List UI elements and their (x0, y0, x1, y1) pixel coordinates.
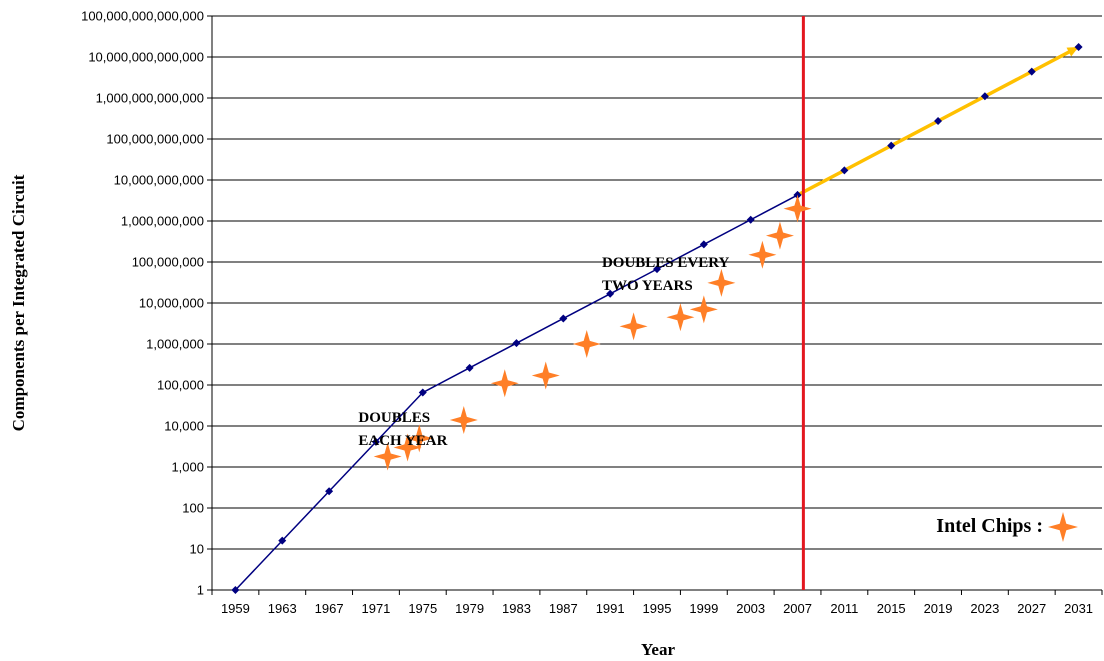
x-tick-label: 1999 (689, 601, 718, 616)
x-tick-label: 1991 (596, 601, 625, 616)
intel-chip-point (572, 330, 601, 358)
data-point (371, 437, 380, 446)
intel-chip-point (783, 194, 812, 223)
data-point (653, 265, 661, 274)
x-tick-label: 2011 (830, 601, 858, 616)
data-point (934, 116, 943, 125)
annotation-text: DOUBLES EVERY TWO YEARS (602, 255, 730, 294)
annotation-line: TWO YEARS (602, 278, 693, 294)
intel-chip-markers (373, 194, 812, 471)
y-tick-label: 1,000,000,000,000 (96, 91, 204, 106)
grid-lines (212, 15, 1102, 591)
trend-arrowhead (1066, 46, 1079, 57)
x-tick-label: 2019 (924, 601, 953, 616)
y-tick-label: 10,000 (164, 419, 204, 434)
intel-chip-point (765, 221, 794, 250)
x-tick-label: 1963 (268, 601, 297, 616)
y-tick-label: 10,000,000,000,000 (88, 50, 204, 65)
data-point (980, 92, 989, 101)
x-tick-label: 1959 (221, 601, 250, 616)
y-tick-label: 1,000,000 (146, 337, 204, 352)
data-point (887, 141, 896, 150)
x-tick-label: 2027 (1017, 601, 1046, 616)
annotation-line: DOUBLES (358, 410, 430, 426)
intel-chip-point (490, 369, 519, 398)
intel-chip-point (405, 424, 434, 453)
annotations: DOUBLES EACH YEAR DOUBLES EVERY TWO YEARS (358, 255, 729, 449)
series-markers (231, 42, 1083, 594)
data-point (465, 363, 474, 372)
legend: Intel Chips : (936, 512, 1078, 542)
annotation-line: EACH YEAR (358, 433, 447, 449)
data-point (278, 536, 287, 545)
y-tick-label: 100,000,000 (132, 255, 204, 270)
y-tick-label: 1,000 (171, 460, 204, 475)
x-tick-label: 1971 (361, 601, 390, 616)
series-lines (234, 45, 1080, 591)
x-tick-label: 2031 (1064, 601, 1093, 616)
annotation-line: DOUBLES EVERY (602, 255, 730, 271)
x-tick-label: 1975 (408, 601, 437, 616)
y-axis-ticks: 1 10 100 1,000 10,000 100,000 1,000,000 10,000,… (81, 9, 212, 598)
intel-chip-point (449, 406, 478, 435)
y-tick-label: 10,000,000,000 (114, 173, 204, 188)
y-tick-label: 1 (197, 583, 204, 598)
x-tick-label: 2003 (736, 601, 765, 616)
legend-star (1048, 512, 1078, 542)
data-point (418, 388, 427, 397)
intel-chip-point (373, 442, 402, 471)
legend-label: Intel Chips : (936, 515, 1043, 537)
data-point (559, 314, 568, 323)
intel-chip-point (393, 433, 422, 462)
x-tick-label: 2023 (970, 601, 999, 616)
data-point (699, 240, 708, 249)
x-tick-label: 2007 (783, 601, 812, 616)
intel-chip-point (707, 268, 736, 297)
intel-chip-point (666, 303, 695, 332)
intel-chip-point (748, 240, 777, 269)
y-axis-title: Components per Integrated Circuit (9, 174, 28, 431)
intel-chip-point (619, 312, 648, 341)
axes (211, 16, 1102, 591)
annotation-text: DOUBLES EACH YEAR (358, 410, 447, 449)
x-axis-title: Year (641, 640, 675, 659)
x-tick-label: 1983 (502, 601, 531, 616)
intel-chip-point (689, 295, 718, 324)
y-tick-label: 100,000,000,000 (106, 132, 204, 147)
x-tick-label: 1995 (643, 601, 672, 616)
y-tick-label: 100,000 (157, 378, 204, 393)
x-axis-ticks: 1959 1963 1967 1971 1975 1979 1983 1987 1991 1995… (211, 590, 1103, 616)
intel-chip-point (531, 361, 560, 390)
data-point (606, 289, 615, 298)
y-tick-label: 1,000,000,000 (121, 214, 204, 229)
x-tick-label: 1967 (315, 601, 344, 616)
data-point (325, 487, 334, 496)
y-tick-label: 100,000,000,000,000 (81, 9, 204, 24)
data-point (1074, 42, 1083, 51)
legend-intel-star-icon (1048, 512, 1078, 542)
data-point (512, 339, 521, 348)
y-tick-label: 100 (182, 501, 204, 516)
x-tick-label: 1979 (455, 601, 484, 616)
y-tick-label: 10,000,000 (139, 296, 204, 311)
data-point (840, 166, 849, 175)
data-point (231, 586, 240, 594)
x-tick-label: 1987 (549, 601, 578, 616)
x-tick-label: 2015 (877, 601, 906, 616)
data-point (1027, 67, 1036, 76)
data-point (746, 215, 755, 224)
y-tick-label: 10 (190, 542, 204, 557)
